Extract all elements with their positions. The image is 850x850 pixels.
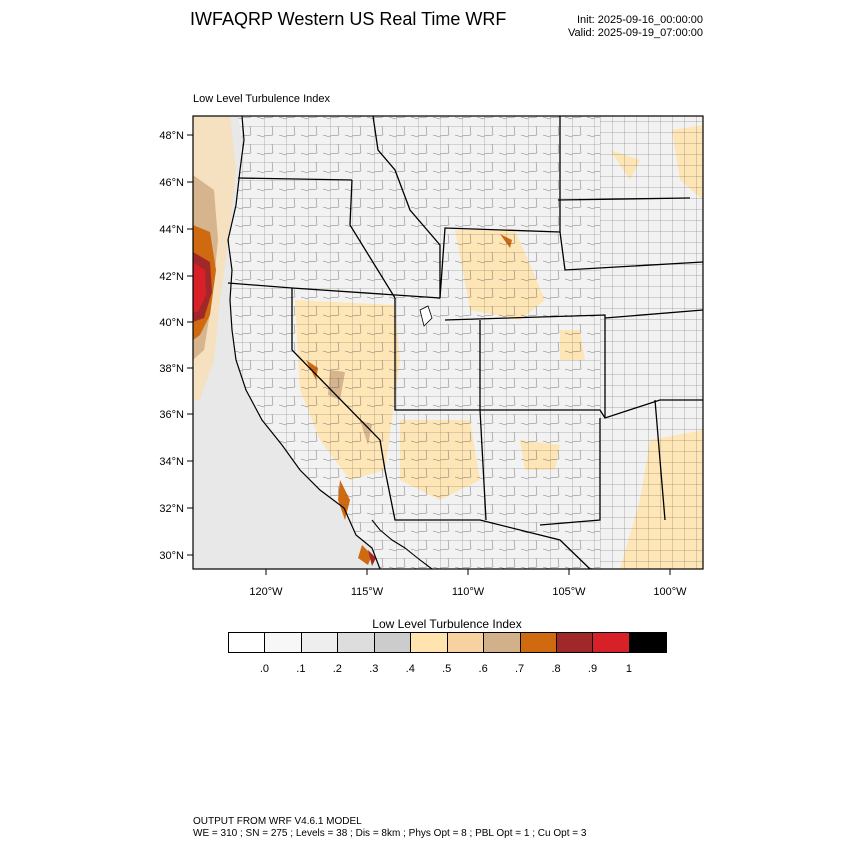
lon-label: 100°W [653, 586, 687, 598]
colorbar-swatch [301, 633, 339, 652]
turbulence-patches-darkred [368, 550, 376, 566]
lat-label: 40°N [159, 317, 184, 329]
coastline [227, 116, 381, 569]
colorbar-label: .7 [515, 663, 525, 675]
colorbar-swatch [229, 633, 266, 652]
colorbar-swatch [338, 633, 375, 652]
colorbar-label: .5 [442, 663, 452, 675]
lat-label: 38°N [159, 363, 184, 375]
init-valid-times: Init: 2025-09-16_00:00:00 Valid: 2025-09… [568, 14, 703, 40]
coastal-band-red [193, 262, 206, 312]
colorbar-label: 1 [625, 663, 632, 675]
lat-label: 46°N [159, 177, 184, 189]
county-boundaries-east [600, 116, 703, 569]
lat-label: 44°N [159, 224, 184, 236]
state-boundaries [227, 116, 703, 569]
lat-label: 34°N [159, 456, 184, 468]
colorbar-label: .9 [587, 663, 598, 675]
lat-labels: 48°N 46°N 44°N 42°N 40°N 38°N 36°N 34°N … [159, 130, 184, 562]
gulf-coast [371, 519, 433, 569]
lon-labels: 120°W 115°W 110°W 105°W 100°W [249, 586, 687, 598]
map-frame [192, 115, 704, 570]
footer-model: OUTPUT FROM WRF V4.6.1 MODEL [193, 816, 362, 827]
colorbar-label: .4 [405, 663, 415, 675]
colorbar-label: .0 [259, 663, 270, 675]
colorbar-swatch [520, 633, 557, 652]
lat-label: 30°N [159, 550, 184, 562]
axis-ticks [187, 134, 671, 575]
great-salt-lake [419, 305, 433, 327]
colorbar-swatch [411, 633, 448, 652]
colorbar-swatch [265, 633, 302, 652]
colorbar-swatch [593, 633, 630, 652]
colorbar-label: .3 [369, 663, 379, 675]
lat-label: 48°N [159, 130, 184, 142]
valid-time: Valid: 2025-09-19_07:00:00 [568, 27, 703, 39]
lat-label: 36°N [159, 409, 184, 421]
colorbar-label: .1 [296, 663, 306, 675]
page-title: IWFAQRP Western US Real Time WRF [190, 9, 507, 29]
lat-label: 32°N [159, 503, 184, 515]
plot-title: Low Level Turbulence Index [193, 93, 330, 105]
colorbar-label: .8 [551, 663, 561, 675]
colorbar [228, 632, 668, 653]
colorbar-swatch [447, 633, 485, 652]
colorbar-swatch [484, 633, 521, 652]
colorbar-label: .2 [332, 663, 342, 675]
lon-label: 115°W [351, 586, 384, 598]
colorbar-label: .6 [478, 663, 488, 675]
colorbar-swatch [556, 633, 594, 652]
county-boundaries [228, 116, 600, 569]
lat-label: 42°N [159, 271, 184, 283]
lon-label: 105°W [552, 586, 586, 598]
footer: OUTPUT FROM WRF V4.6.1 MODEL WE = 310 ; … [193, 816, 586, 840]
lon-label: 120°W [249, 586, 283, 598]
colorbar-swatch [629, 633, 667, 652]
lon-label: 110°W [452, 586, 485, 598]
colorbar-title: Low Level Turbulence Index [372, 617, 522, 631]
map-field [193, 116, 703, 569]
footer-config: WE = 310 ; SN = 275 ; Levels = 38 ; Dis … [193, 828, 587, 839]
init-time: Init: 2025-09-16_00:00:00 [577, 14, 703, 26]
colorbar-swatch [374, 633, 412, 652]
